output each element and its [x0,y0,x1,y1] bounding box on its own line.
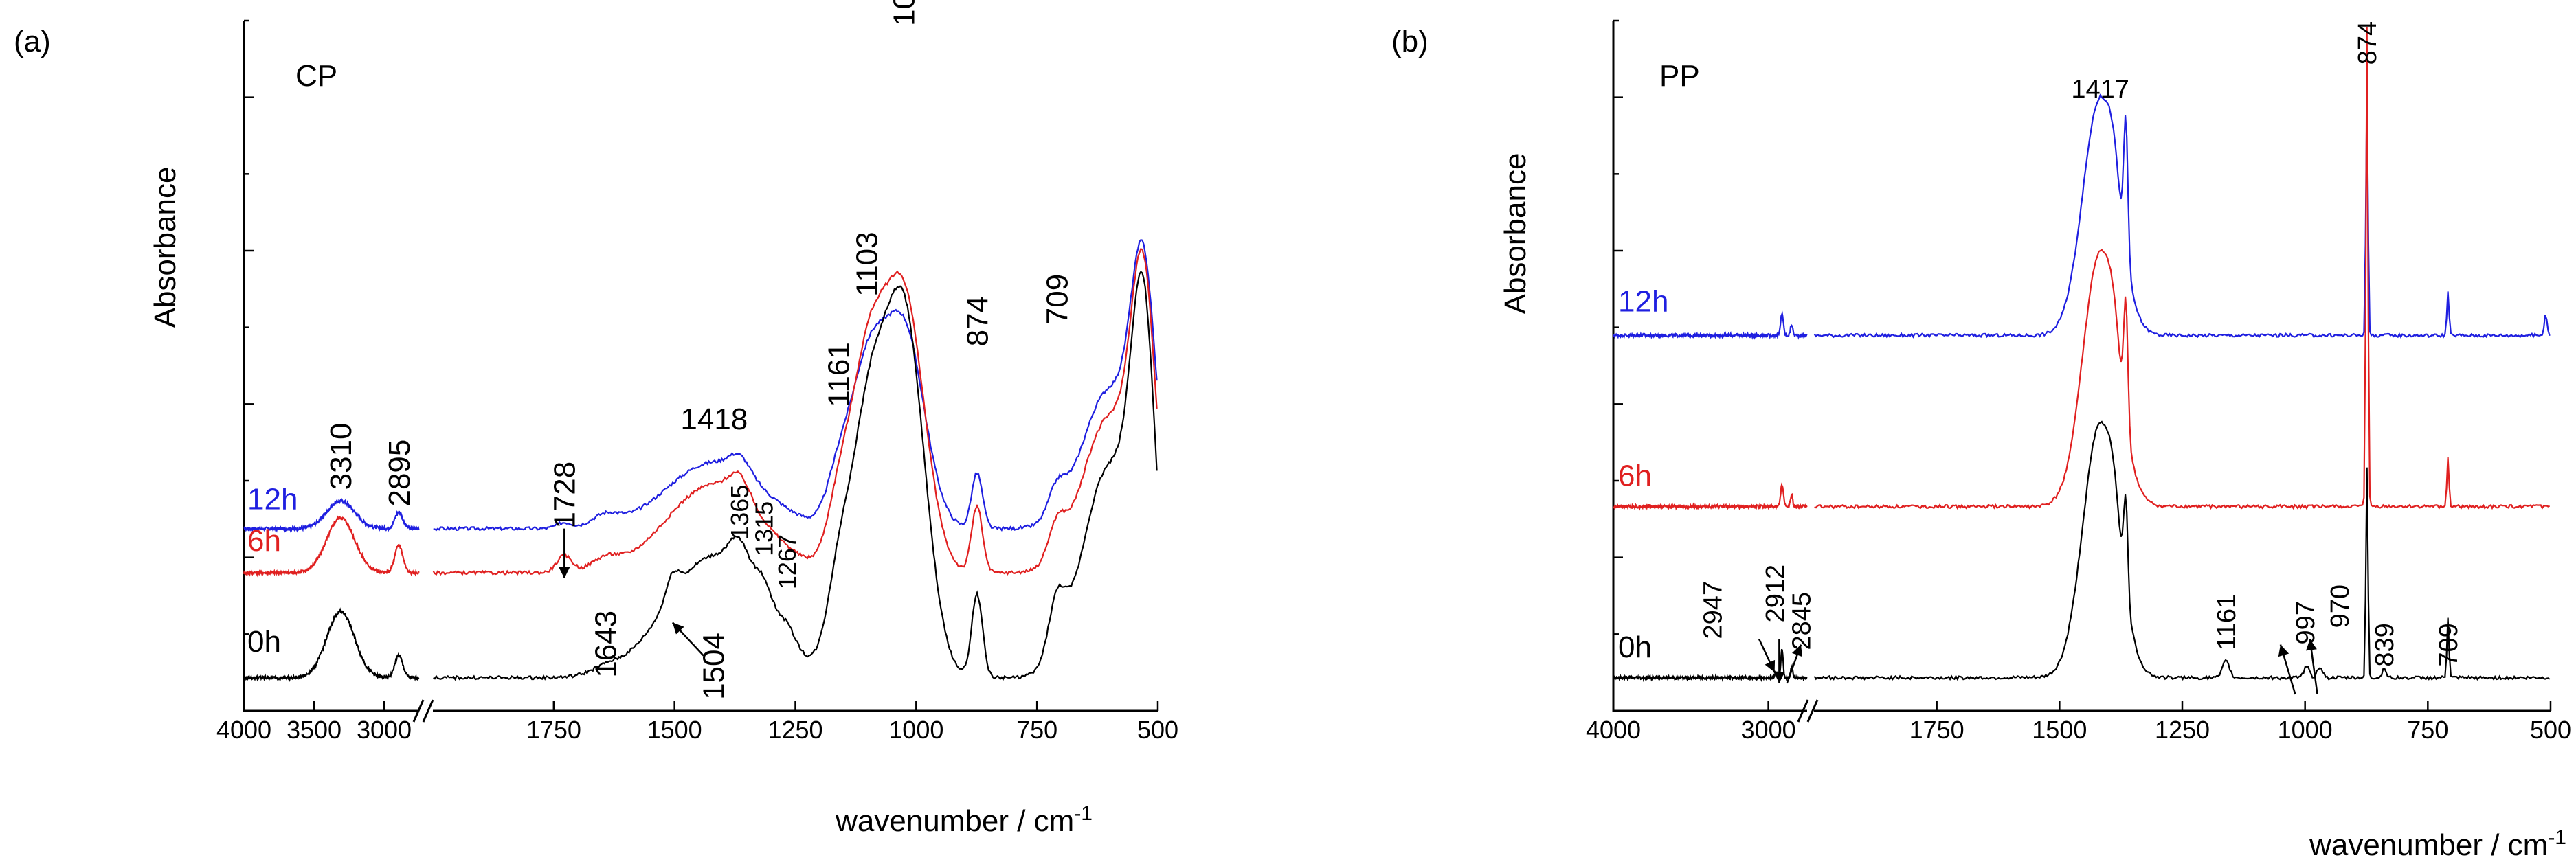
series-label-12h: 12h [247,483,298,516]
axis-break-mark [412,699,425,723]
x-tick-label: 1500 [647,716,702,744]
peak-label: 2912 [1761,565,1790,623]
peak-label: 874 [2353,21,2382,65]
series-0h-line [433,271,1158,681]
axis-break-mark [1806,699,1819,723]
annotation-arrow-head [559,567,570,579]
panel-a-title: CP [295,59,337,93]
x-tick-label: 4000 [216,716,271,744]
x-tick-label: 3000 [357,716,412,744]
x-tick-label: 500 [1137,716,1178,744]
peak-label: 1728 [548,462,582,529]
axis-break-mark [1797,699,1809,723]
peak-label: 1504 [697,633,730,700]
panel-b: (b) PP Absorbance wavenumber / cm-1 [1391,25,2566,862]
panel-a: (a) CP Absorbance wavenumber / cm-1 [14,25,1093,838]
peak-label: 839 [2371,623,2399,666]
x-tick-label: 1000 [2278,716,2333,744]
peak-label: 1643 [589,611,623,678]
series-12h-line [433,238,1158,532]
series-label-0h: 0h [1618,630,1652,664]
x-tick-label: 1250 [2155,716,2210,744]
peak-label: 970 [2326,584,2355,628]
x-tick-label: 1250 [768,716,822,744]
annotation-arrow-head [1765,659,1776,672]
x-tick-label: 750 [2407,716,2448,744]
panel-b-xlabel-sup: -1 [2548,826,2566,849]
panel-a-xlabel: wavenumber / cm-1 [835,802,1093,838]
peak-label: 1161 [2213,594,2241,650]
annotation-arrow-head [2278,644,2289,657]
peak-label: 2845 [1787,592,1816,650]
annotation-arrow-head [1792,644,1803,657]
series-label-6h: 6h [247,524,281,558]
panel-a-xlabel-sup: -1 [1074,802,1093,825]
panel-a-label: (a) [14,25,51,58]
panel-a-ylabel: Absorbance [148,167,182,328]
panel-b-xlabel-text: wavenumber / cm [2309,828,2548,861]
peak-label: 1365 [726,485,754,540]
x-tick-label: 4000 [1586,716,1641,744]
peak-label: 709 [2434,623,2463,666]
panel-b-label: (b) [1391,25,1429,58]
x-tick-label: 1750 [526,716,581,744]
axis-break-mark [422,699,434,723]
panel-a-xlabel-text: wavenumber / cm [835,804,1074,838]
peak-label: 1267 [773,534,801,589]
panel-b-title: PP [1659,59,1700,93]
panel-b-xlabel: wavenumber / cm-1 [2309,826,2566,861]
plot-0: 4000 3500 3000 1750 1500 1250 1000 750 500 12h 6h 0… [216,0,1178,744]
series-0h-line [243,607,420,683]
peak-label: 1026 [887,0,921,26]
peak-label: 2895 [383,440,416,507]
peak-label: 3310 [324,423,358,490]
series-label-0h: 0h [247,625,281,659]
x-tick-label: 3000 [1741,716,1796,744]
annotation-arrow-head [2305,639,2317,651]
plot-1: 4000 3000 1750 1500 1250 1000 750 500 12h 6h 0h 141… [1586,19,2571,744]
peak-label: 1315 [750,501,778,556]
series-12h-line [243,497,420,533]
series-label-6h: 6h [1618,459,1652,493]
series-0h-line [1613,648,1808,683]
peak-label: 874 [961,296,994,346]
x-tick-label: 750 [1016,716,1057,744]
peak-label: 997 [2292,601,2320,644]
peak-label: 709 [1040,274,1074,324]
x-tick-label: 1750 [1909,716,1964,744]
annotation-arrow-head [1773,672,1785,683]
series-6h-line [432,248,1158,576]
series-0h-line [1813,420,2551,681]
x-tick-label: 3500 [287,716,341,744]
series-label-12h: 12h [1618,284,1668,318]
x-tick-label: 1500 [2032,716,2087,744]
x-tick-label: 1000 [888,716,943,744]
series-6h-line [243,515,420,578]
peak-label: 1418 [680,402,748,436]
peak-label: 1417 [2071,76,2129,104]
annotation-arrow-head [672,622,684,635]
series-6h-line [1814,27,2550,510]
peak-label: 2947 [1699,581,1728,639]
peak-label: 1161 [822,342,855,407]
peak-label: 1103 [850,231,884,297]
x-tick-label: 500 [2530,716,2571,744]
series-6h-line [1613,482,1808,511]
panel-b-ylabel: Absorbance [1499,153,1532,315]
series-12h-line [1612,310,1808,340]
series-12h-line [1813,85,2551,339]
